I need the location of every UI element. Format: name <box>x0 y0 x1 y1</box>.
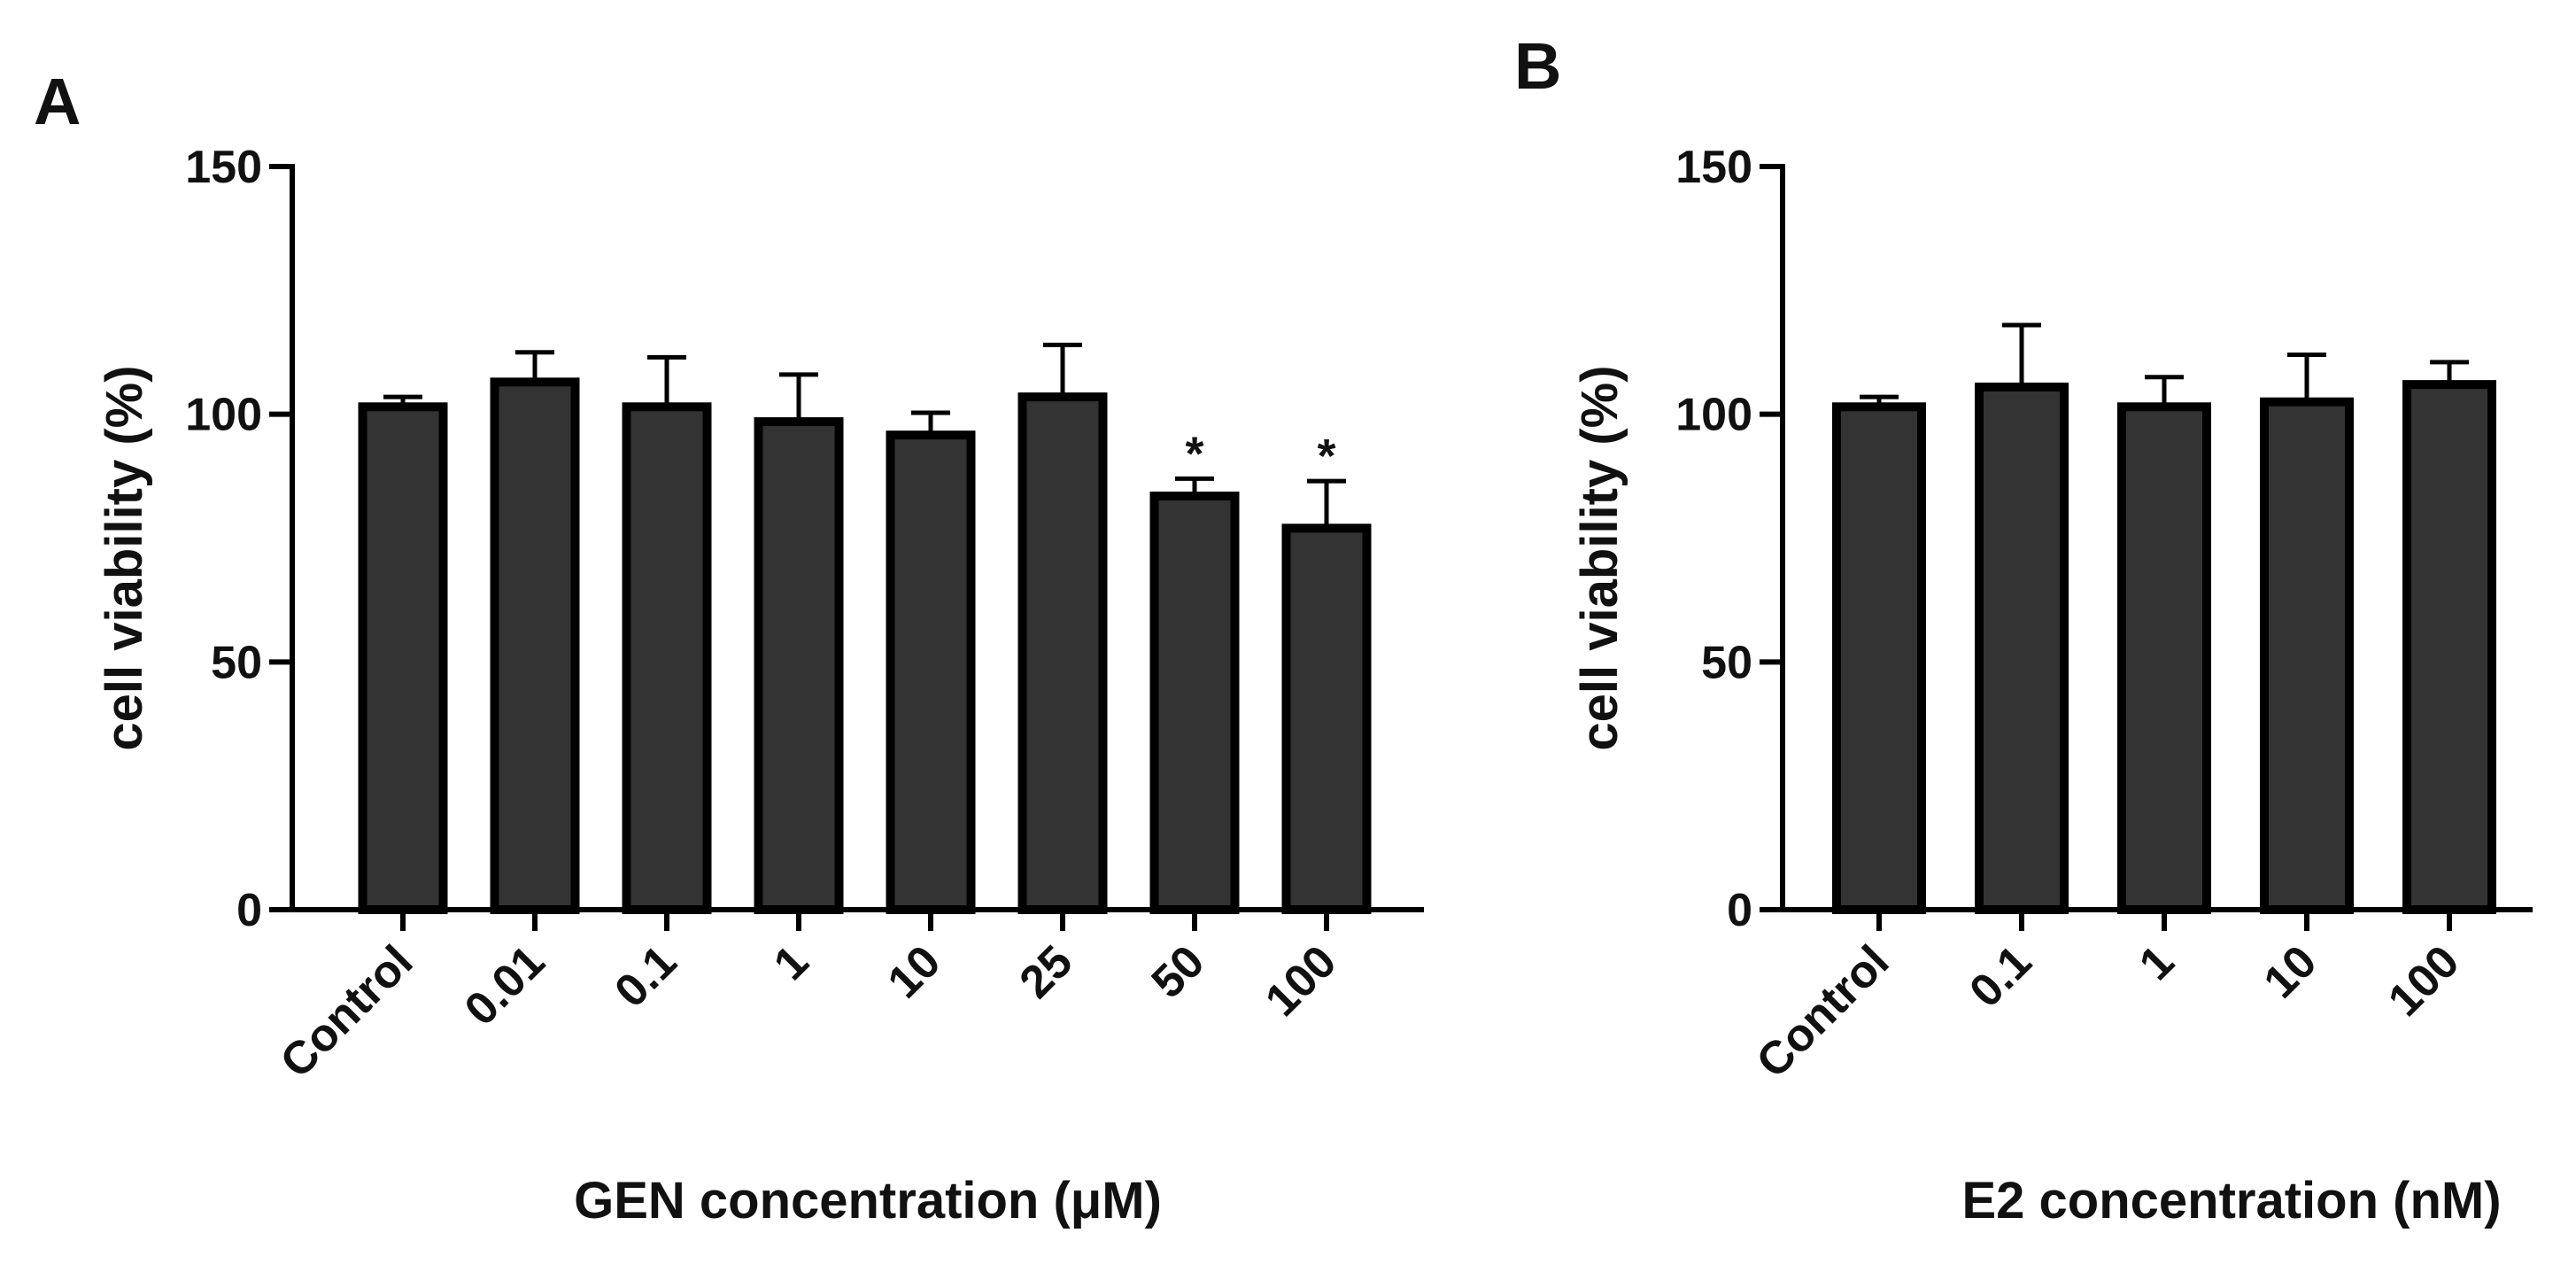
panel-b-bar <box>2402 380 2496 914</box>
panel-b-y-tick-label: 150 <box>1675 142 1752 193</box>
panel-a-bar <box>886 430 976 914</box>
panel-a-letter: A <box>34 65 81 138</box>
panel-a-significance-star: * <box>1317 430 1335 483</box>
panel-a-bar <box>754 417 844 915</box>
panel-a-error-bar <box>383 394 422 407</box>
panel-b-category-label: Control <box>1747 935 1899 1088</box>
panel-a-category-label: 1 <box>764 935 818 989</box>
panel-a-error-bar <box>779 372 818 423</box>
panel-a-bar <box>622 402 712 914</box>
panel-b-category-label: 0.1 <box>1960 935 2041 1017</box>
panel-b-bar <box>2117 402 2211 914</box>
panel-a-category-label: 50 <box>1142 935 1215 1008</box>
panel-b-category-label: 1 <box>2130 935 2184 989</box>
panel-a-bar <box>1017 392 1108 914</box>
panel-a-error-bar <box>1175 476 1214 496</box>
panel-a-category-label: 10 <box>878 935 951 1008</box>
panel-b-marks <box>1832 322 2496 914</box>
panel-b-letter: B <box>1514 29 1561 103</box>
panel-b-error-bar <box>2287 353 2326 402</box>
panel-a-bar <box>1149 491 1240 914</box>
panel-a-error-bar <box>515 350 554 383</box>
panel-a-error-bar <box>1307 478 1346 529</box>
panel-a-category-label: 100 <box>1256 935 1346 1026</box>
panel-b-error-bar <box>2002 322 2041 387</box>
panel-a-error-bar <box>1043 342 1082 398</box>
panel-a-category-label: 0.1 <box>605 935 686 1017</box>
panel-b-bar <box>1832 402 1926 914</box>
panel-b-error-bar <box>2145 375 2184 407</box>
panel-a-error-bar <box>647 354 686 407</box>
panel-a-bar <box>490 377 580 914</box>
panel-a-category-label: 0.01 <box>455 935 555 1035</box>
panel-b-error-bar <box>1860 394 1899 407</box>
panel-b-x-axis-title: E2 concentration (nM) <box>1961 1172 2501 1229</box>
panel-a-y-tick-label: 0 <box>236 885 262 936</box>
panel-a-x-axis-title: GEN concentration (μM) <box>574 1172 1162 1229</box>
panel-b-category-label: 10 <box>2255 935 2327 1008</box>
panel-b-y-tick-label: 0 <box>1727 885 1752 936</box>
panel-a-bar <box>1281 523 1372 915</box>
panel-b-bar <box>1975 382 2069 914</box>
panel-a-y-tick-label: 50 <box>211 637 262 688</box>
panel-b-category-label: 100 <box>2379 935 2469 1026</box>
panel-b: B 0 50 100 150 Control 0.1 1 10 100 cell viabili… <box>1514 29 2533 1229</box>
panel-a-marks: * * <box>358 342 1372 915</box>
panel-b-bar <box>2260 397 2354 914</box>
panel-a-bar <box>358 402 448 914</box>
panel-a-error-bar <box>911 410 950 436</box>
panel-a-y-axis-title: cell viability (%) <box>96 365 153 750</box>
panel-b-error-bar <box>2430 360 2469 385</box>
panel-a-category-label: Control <box>271 935 423 1088</box>
panel-a-y-tick-label: 150 <box>185 142 262 193</box>
panel-a-category-label: 25 <box>1010 935 1083 1008</box>
panel-b-y-tick-label: 50 <box>1701 637 1752 688</box>
panel-b-y-tick-label: 100 <box>1675 390 1752 441</box>
panel-a-significance-star: * <box>1185 427 1203 480</box>
panel-b-y-axis-title: cell viability (%) <box>1571 365 1628 750</box>
panel-a-y-tick-label: 100 <box>185 390 262 441</box>
